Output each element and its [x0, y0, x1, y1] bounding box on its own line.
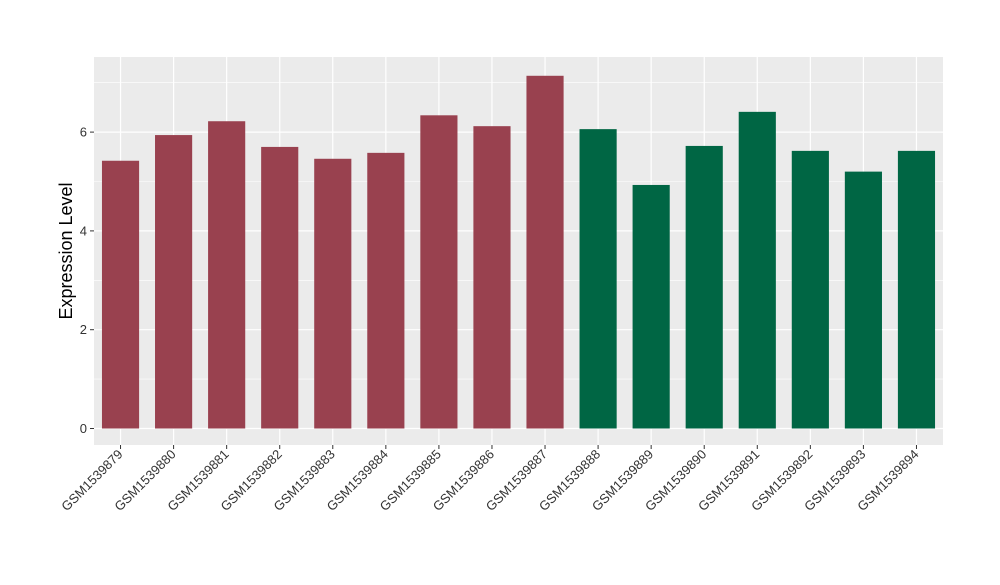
bar-GSM1539889 [632, 184, 670, 429]
bar-GSM1539890 [685, 145, 723, 429]
y-tick-label: 4 [80, 223, 87, 238]
bar-GSM1539888 [579, 129, 617, 429]
bar-GSM1539882 [261, 146, 299, 429]
bar-GSM1539881 [208, 121, 246, 429]
bar-GSM1539883 [314, 158, 352, 429]
bars [101, 75, 936, 429]
bar-GSM1539884 [367, 152, 405, 429]
bar-GSM1539880 [155, 135, 193, 429]
bar-GSM1539887 [526, 75, 564, 429]
bar-GSM1539893 [844, 171, 882, 429]
bar-GSM1539885 [420, 115, 458, 429]
bar-GSM1539892 [791, 150, 829, 429]
y-tick-label: 6 [80, 125, 87, 140]
bar-GSM1539886 [473, 126, 511, 429]
bar-GSM1539894 [897, 150, 936, 429]
bar-GSM1539879 [101, 160, 140, 429]
x-axis: GSM1539879GSM1539880GSM1539881GSM1539882… [58, 445, 922, 514]
y-axis-title: Expression Level [56, 182, 76, 319]
bar-GSM1539891 [738, 111, 776, 429]
y-tick-label: 2 [80, 322, 87, 337]
y-tick-label: 0 [80, 421, 87, 436]
y-axis: 0 2 4 6 [80, 125, 94, 436]
